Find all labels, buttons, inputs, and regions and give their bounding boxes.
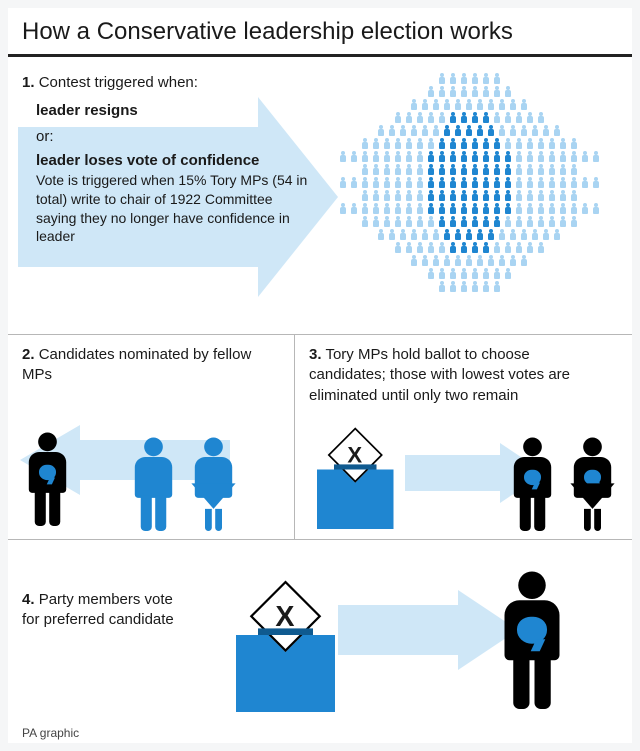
ballot-box-sec4: X [236, 635, 335, 712]
step-1-or: or: [8, 122, 308, 151]
ballot-box-sec3: X [317, 470, 394, 530]
section-1-text: 1. Contest triggered when: leader resign… [8, 63, 308, 246]
section-2: 2. Candidates nominated by fellow MPs [8, 335, 295, 539]
people-nominators [128, 421, 248, 531]
step-3-text: 3. Tory MPs hold ballot to choose candid… [295, 335, 615, 406]
people-hexagon [324, 73, 614, 323]
row-2: 2. Candidates nominated by fellow MPs [8, 335, 632, 540]
infographic-card: How a Conservative leadership election w… [8, 8, 632, 743]
step-1-detail: Vote is triggered when 15% Tory MPs (54 … [8, 171, 308, 247]
person-candidate-black [22, 416, 82, 531]
section-1: 1. Contest triggered when: leader resign… [8, 57, 632, 335]
step-4-text: 4. Party members vote for preferred cand… [8, 580, 208, 631]
step-1-option-2: leader loses vote of confidence [8, 151, 308, 171]
person-winner [502, 599, 562, 714]
step-1-option-1: leader resigns [8, 93, 308, 121]
step-2-text: 2. Candidates nominated by fellow MPs [8, 335, 268, 386]
page-title: How a Conservative leadership election w… [8, 8, 632, 57]
step-1-lead: 1. Contest triggered when: [8, 63, 308, 93]
people-finalists [498, 421, 618, 531]
section-4: 4. Party members vote for preferred cand… [8, 540, 632, 718]
arrow-right-sec4 [338, 590, 518, 670]
footer-credit: PA graphic [8, 718, 632, 748]
section-3: 3. Tory MPs hold ballot to choose candid… [295, 335, 632, 539]
step-1-number: 1. [22, 74, 35, 91]
